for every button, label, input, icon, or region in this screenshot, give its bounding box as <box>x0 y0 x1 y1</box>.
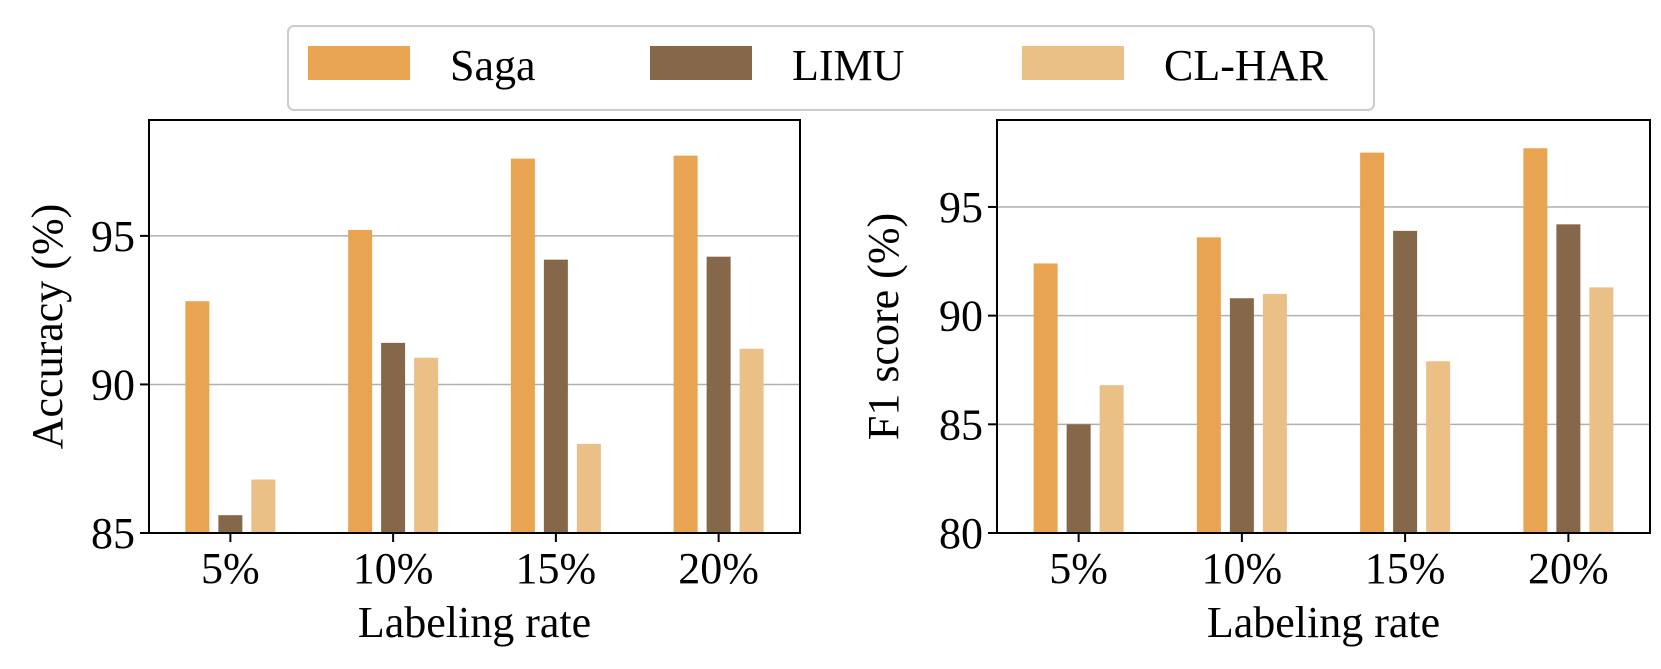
bar-cl-har-20pct <box>739 348 764 533</box>
x-tick-label: 5% <box>201 544 260 593</box>
legend: Saga LIMU CL-HAR <box>287 25 1375 111</box>
accuracy-bars <box>185 155 764 534</box>
bar-cl-har-10pct <box>1262 293 1287 533</box>
y-tick-label: 90 <box>91 360 135 409</box>
f1-y-ticks: 80 85 90 95 <box>939 183 997 558</box>
bar-saga-5pct <box>1033 263 1058 533</box>
bar-cl-har-15pct <box>1426 361 1451 533</box>
y-tick-label: 90 <box>939 292 983 341</box>
y-tick-label: 95 <box>91 212 135 261</box>
legend-label-limu: LIMU <box>792 41 904 90</box>
legend-label-saga: Saga <box>450 41 536 90</box>
f1-x-ticks: 5% 10% 15% 20% <box>1049 533 1609 593</box>
x-tick-label: 20% <box>678 544 759 593</box>
bar-cl-har-5pct <box>1099 385 1124 533</box>
f1-plot-frame <box>996 119 1651 534</box>
bar-saga-15pct <box>1360 152 1385 533</box>
x-tick-label: 20% <box>1528 544 1609 593</box>
legend-swatch-saga <box>308 46 410 80</box>
legend-swatch-cl-har <box>1022 46 1124 80</box>
accuracy-x-ticks: 5% 10% 15% 20% <box>201 533 759 593</box>
accuracy-chart: 85 90 95 5% 10% 15% 20% Labeling rate Accurac… <box>23 119 801 647</box>
bar-limu-5pct <box>1066 424 1091 533</box>
x-tick-label: 10% <box>353 544 434 593</box>
y-tick-label: 85 <box>939 400 983 449</box>
bar-limu-15pct <box>543 259 568 533</box>
accuracy-y-axis-label: Accuracy (%) <box>23 204 72 450</box>
bar-limu-15pct <box>1393 230 1418 533</box>
y-tick-label: 80 <box>939 509 983 558</box>
bar-saga-10pct <box>1196 237 1221 533</box>
f1-gridlines <box>997 206 1650 534</box>
bar-cl-har-20pct <box>1589 287 1614 533</box>
bar-limu-5pct <box>218 515 243 533</box>
f1-y-axis-label: F1 score (%) <box>859 213 908 440</box>
x-tick-label: 15% <box>1365 544 1446 593</box>
bar-limu-20pct <box>1556 224 1581 533</box>
y-tick-label: 95 <box>939 183 983 232</box>
f1-score-chart: 80 85 90 95 5% 10% 15% 20% Labeling rate F1 sc… <box>859 119 1651 647</box>
bar-limu-10pct <box>1229 298 1254 533</box>
legend-swatch-limu <box>650 46 752 80</box>
bar-limu-10pct <box>381 342 406 533</box>
bar-cl-har-5pct <box>251 479 276 533</box>
bar-limu-20pct <box>706 256 731 533</box>
accuracy-x-axis-label: Labeling rate <box>358 598 591 647</box>
f1-x-axis-label: Labeling rate <box>1207 598 1440 647</box>
accuracy-y-ticks: 85 90 95 <box>91 212 149 558</box>
accuracy-gridlines <box>149 235 800 534</box>
x-tick-label: 15% <box>516 544 597 593</box>
f1-bars <box>1033 148 1614 534</box>
bar-saga-10pct <box>348 229 373 534</box>
legend-label-cl-har: CL-HAR <box>1164 41 1328 90</box>
bar-saga-5pct <box>185 301 210 533</box>
x-tick-label: 5% <box>1049 544 1108 593</box>
bar-saga-20pct <box>673 155 698 534</box>
bar-saga-15pct <box>510 158 535 533</box>
x-tick-label: 10% <box>1202 544 1283 593</box>
accuracy-plot-frame <box>148 119 801 534</box>
y-tick-label: 85 <box>91 509 135 558</box>
bar-cl-har-10pct <box>414 357 439 533</box>
bar-saga-20pct <box>1523 148 1548 534</box>
bar-cl-har-15pct <box>576 443 601 533</box>
